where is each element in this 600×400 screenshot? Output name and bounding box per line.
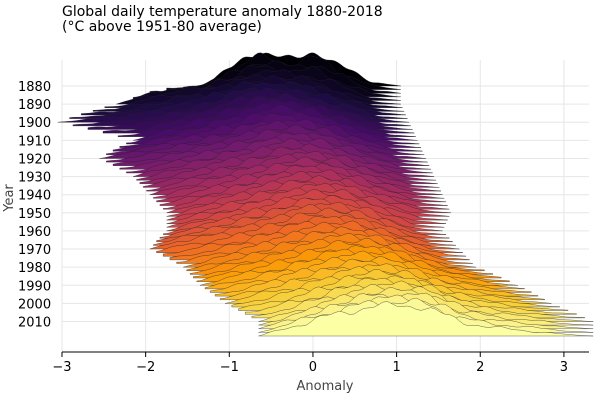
y-tick-label: 1920 — [18, 152, 51, 167]
y-axis-title: Year — [2, 184, 17, 213]
y-tick-label: 1930 — [18, 171, 51, 186]
chart-title: Global daily temperature anomaly 1880-20… — [62, 4, 383, 20]
chart-subtitle: (°C above 1951-80 average) — [62, 19, 262, 35]
ridge-trace — [258, 301, 594, 337]
x-tick-label: −1 — [220, 360, 239, 375]
y-tick-label: 1970 — [18, 243, 51, 258]
x-tick-label: 2 — [476, 360, 484, 375]
y-tick-labels: 1880 1890 1900 1910 1920 1930 1940 1950 1960 1970… — [18, 80, 51, 331]
x-tick-label: 1 — [392, 360, 400, 375]
y-tick-label: 1980 — [18, 261, 51, 276]
x-tick-label: 3 — [560, 360, 568, 375]
y-tick-label: 1990 — [18, 279, 51, 294]
x-axis-title: Anomaly — [296, 379, 353, 394]
x-ticks: −3 −2 −1 0 1 2 3 — [52, 352, 568, 375]
y-tick-label: 1950 — [18, 207, 51, 222]
x-tick-label: 0 — [309, 360, 317, 375]
y-tick-label: 1890 — [18, 98, 51, 113]
y-tick-label: 1900 — [18, 116, 51, 131]
y-tick-label: 2000 — [18, 297, 51, 312]
y-tick-label: 1910 — [18, 134, 51, 149]
ridges — [57, 52, 594, 337]
y-tick-label: 1940 — [18, 189, 51, 204]
y-tick-label: 1880 — [18, 80, 51, 95]
x-tick-label: −3 — [52, 360, 71, 375]
y-tick-label: 2010 — [18, 316, 51, 331]
y-tick-label: 1960 — [18, 225, 51, 240]
x-tick-label: −2 — [136, 360, 155, 375]
